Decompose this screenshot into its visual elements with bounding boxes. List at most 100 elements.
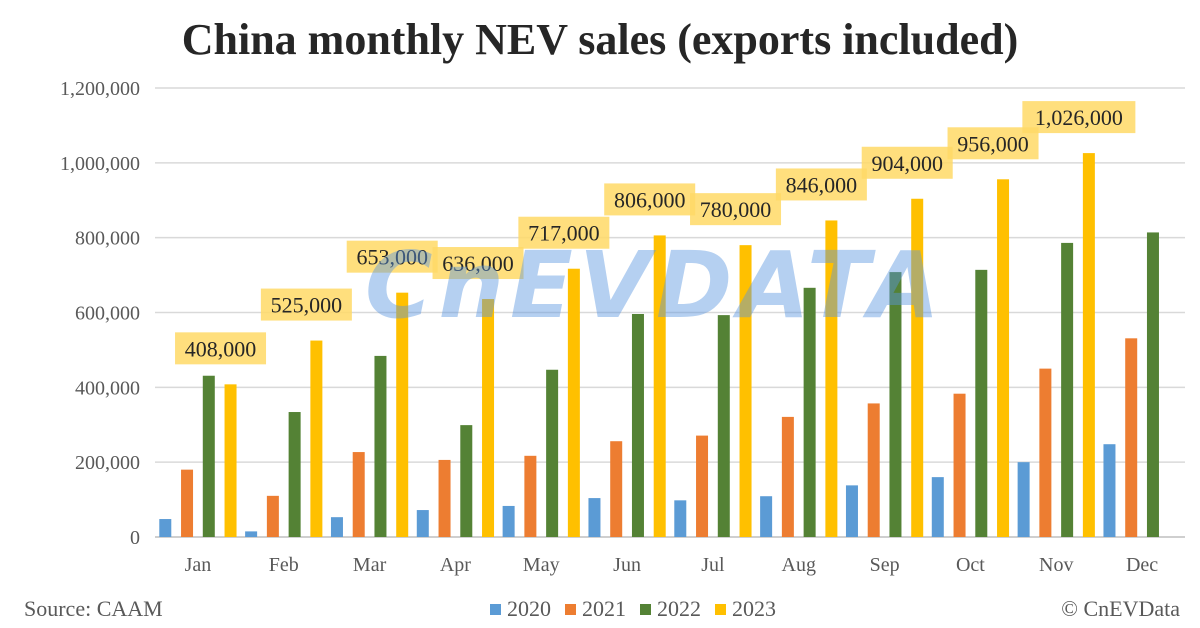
bar-2021-Oct xyxy=(953,393,966,537)
data-label-bg xyxy=(604,183,696,216)
bar-2020-Jan xyxy=(159,519,172,537)
legend-item-2020: 2020 xyxy=(490,596,551,622)
bar-2020-Mar xyxy=(330,517,343,537)
y-tick-label: 200,000 xyxy=(75,452,140,474)
bar-2021-Jan xyxy=(181,469,194,537)
bar-2023-Sep xyxy=(911,198,924,537)
bar-2022-Dec xyxy=(1146,232,1159,537)
bar-2023-Apr xyxy=(482,299,495,537)
bar-2023-Aug xyxy=(825,220,838,537)
legend-item-2022: 2022 xyxy=(640,596,701,622)
x-tick-label: Nov xyxy=(1039,554,1073,576)
x-tick-label: Apr xyxy=(440,554,471,576)
data-label-2023: 956,000 xyxy=(957,131,1029,156)
watermark: CnEVDATA xyxy=(365,232,946,339)
bar-2021-Dec xyxy=(1125,338,1138,537)
x-tick-label: Dec xyxy=(1126,554,1158,576)
legend-label: 2022 xyxy=(657,596,701,621)
bar-2023-Mar xyxy=(396,292,409,537)
data-label-2023: 780,000 xyxy=(700,197,772,222)
bar-2021-Feb xyxy=(266,495,279,537)
legend-label: 2023 xyxy=(732,596,776,621)
legend-label: 2021 xyxy=(582,596,626,621)
bar-2022-Nov xyxy=(1061,242,1074,537)
bar-2022-Feb xyxy=(288,412,301,537)
bar-2020-Oct xyxy=(931,477,944,537)
bar-2020-Jul xyxy=(674,500,687,537)
bar-2020-Jun xyxy=(588,498,601,537)
data-label-bg xyxy=(346,240,438,273)
bar-2021-Nov xyxy=(1039,368,1052,537)
data-label-2023: 408,000 xyxy=(185,336,257,361)
legend-swatch xyxy=(640,603,651,615)
x-tick-label: Aug xyxy=(782,554,816,576)
legend-swatch xyxy=(715,603,726,615)
legend-swatch xyxy=(565,603,576,615)
bar-2022-Mar xyxy=(374,355,387,537)
bar-2021-Aug xyxy=(781,416,794,537)
bar-2023-Nov xyxy=(1082,153,1095,538)
data-label-bg xyxy=(861,146,953,179)
x-tick-label: Feb xyxy=(269,554,299,576)
data-label-2023: 636,000 xyxy=(442,251,514,276)
bar-2021-Jul xyxy=(696,435,709,537)
x-tick-label: Oct xyxy=(956,554,985,576)
x-tick-label: Sep xyxy=(870,554,900,576)
bar-2022-Apr xyxy=(460,425,473,537)
legend-item-2021: 2021 xyxy=(565,596,626,622)
bar-2021-Apr xyxy=(438,459,451,537)
y-tick-label: 600,000 xyxy=(75,303,140,325)
bar-2020-Nov xyxy=(1017,462,1030,537)
data-label-2023: 717,000 xyxy=(528,221,600,246)
data-label-2023: 846,000 xyxy=(786,172,858,197)
bar-2023-Jun xyxy=(653,235,666,537)
x-tick-label: Mar xyxy=(353,554,387,576)
bar-2023-May xyxy=(567,268,580,537)
y-tick-label: 800,000 xyxy=(75,228,140,250)
y-tick-label: 0 xyxy=(130,527,140,549)
bar-2022-Oct xyxy=(975,269,988,537)
bar-2021-Mar xyxy=(352,452,365,537)
data-label-2023: 525,000 xyxy=(271,293,343,318)
y-tick-label: 1,000,000 xyxy=(60,153,140,175)
legend: 2020 2021 2022 2023 xyxy=(490,596,776,622)
bar-2020-Aug xyxy=(760,496,773,537)
data-label-bg xyxy=(775,168,867,201)
bar-2020-Apr xyxy=(416,510,429,537)
source-note: Source: CAAM xyxy=(24,596,163,621)
data-label-2023: 904,000 xyxy=(871,151,943,176)
x-tick-label: Jun xyxy=(613,554,641,576)
copyright: © CnEVData xyxy=(1061,596,1180,621)
data-label-bg xyxy=(260,288,352,321)
legend-item-2023: 2023 xyxy=(715,596,776,622)
bar-2022-Jul xyxy=(717,315,730,537)
data-label-2023: 653,000 xyxy=(356,245,428,270)
bar-2022-May xyxy=(546,369,559,537)
x-tick-label: Jul xyxy=(701,554,725,576)
bar-2023-Jul xyxy=(739,245,752,537)
bar-2020-Sep xyxy=(845,485,858,537)
bar-2020-Dec xyxy=(1103,444,1116,537)
y-tick-label: 400,000 xyxy=(75,377,140,399)
data-label-bg xyxy=(690,193,782,226)
data-label-bg xyxy=(518,216,610,249)
bar-2023-Jan xyxy=(224,384,237,537)
data-label-2023: 806,000 xyxy=(614,187,686,212)
bar-2023-Feb xyxy=(310,340,323,537)
y-tick-label: 1,200,000 xyxy=(60,78,140,100)
bar-2021-Jun xyxy=(610,441,623,537)
bar-2020-May xyxy=(502,505,515,537)
legend-swatch xyxy=(490,603,501,615)
legend-label: 2020 xyxy=(507,596,551,621)
x-tick-label: Jan xyxy=(185,554,212,576)
bar-2022-Jun xyxy=(631,313,644,537)
data-label-bg xyxy=(432,247,524,280)
bar-2021-Sep xyxy=(867,403,880,537)
data-label-bg xyxy=(175,332,267,365)
bar-2023-Oct xyxy=(997,179,1010,537)
bar-2022-Jan xyxy=(202,375,215,537)
bar-2022-Sep xyxy=(889,272,902,537)
x-tick-label: May xyxy=(523,554,560,576)
